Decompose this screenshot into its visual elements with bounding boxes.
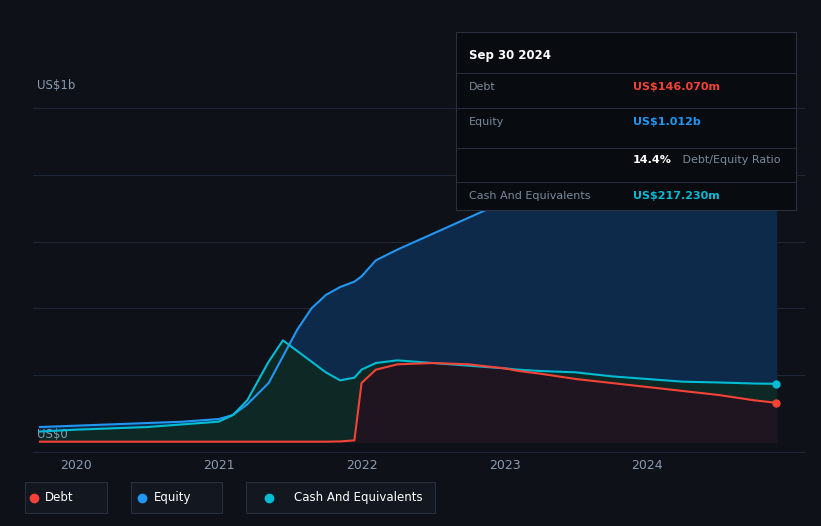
Text: Debt/Equity Ratio: Debt/Equity Ratio	[679, 155, 780, 165]
Text: 14.4%: 14.4%	[633, 155, 672, 165]
Text: US$146.070m: US$146.070m	[633, 82, 720, 92]
Text: Equity: Equity	[154, 491, 191, 504]
Text: Equity: Equity	[470, 117, 505, 127]
Text: US$1.012b: US$1.012b	[633, 117, 700, 127]
Text: Debt: Debt	[470, 82, 496, 92]
Text: Cash And Equivalents: Cash And Equivalents	[294, 491, 422, 504]
Text: US$1b: US$1b	[37, 79, 75, 93]
Text: Cash And Equivalents: Cash And Equivalents	[470, 191, 591, 201]
Text: US$217.230m: US$217.230m	[633, 191, 719, 201]
Text: Sep 30 2024: Sep 30 2024	[470, 49, 551, 63]
Text: Debt: Debt	[45, 491, 74, 504]
Text: US$0: US$0	[37, 428, 67, 441]
